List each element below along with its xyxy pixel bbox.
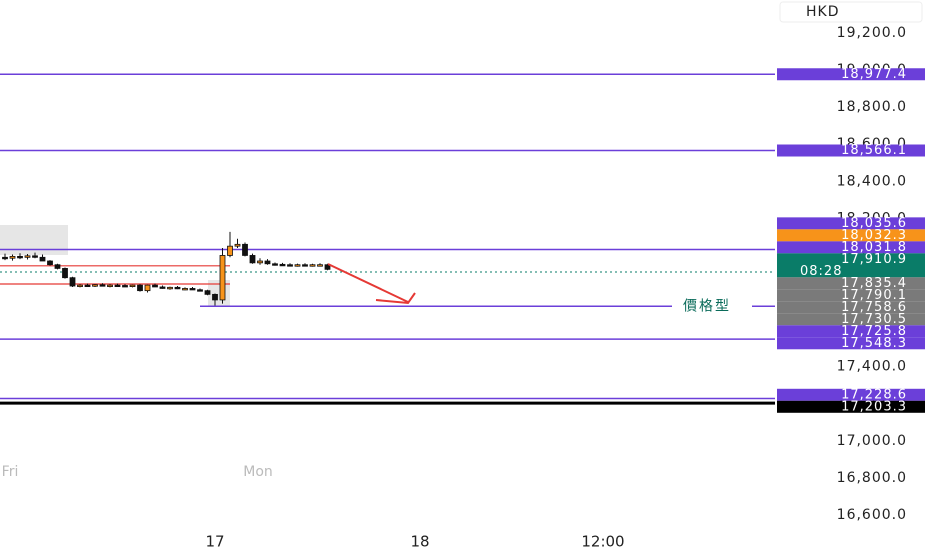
candle-body	[84, 284, 91, 288]
candle-body	[309, 264, 316, 267]
date-label: 17	[205, 533, 224, 550]
candle-body	[249, 255, 256, 264]
candle-body	[189, 288, 196, 291]
candle-body	[324, 264, 331, 270]
y-tick-label: 17,000.0	[837, 433, 907, 449]
candle-body	[107, 284, 113, 288]
time-label: Mon	[243, 464, 273, 480]
price-badge	[777, 277, 925, 290]
price-label: 18,035.6	[841, 216, 907, 231]
candle-body	[152, 284, 158, 288]
price-label: 17,548.3	[841, 336, 907, 351]
price-badge	[777, 388, 925, 401]
price-label: 18,032.3	[841, 228, 907, 243]
price-badge	[777, 289, 925, 302]
current-time-label: 08:28	[800, 264, 842, 279]
date-label: 12:00	[581, 533, 624, 550]
y-tick-label: 17,400.0	[837, 359, 907, 375]
candle-body	[77, 284, 83, 288]
candle-body	[17, 255, 23, 259]
candle-body	[9, 255, 16, 259]
price-label: 17,790.1	[841, 288, 907, 303]
candle-body	[122, 285, 128, 288]
candle-body	[99, 284, 106, 287]
candle-body	[227, 245, 233, 256]
price-label: 17,730.5	[841, 312, 907, 327]
candle-body	[2, 256, 8, 260]
price-label: 18,031.8	[841, 240, 907, 255]
price-label: 18,977.4	[841, 67, 907, 82]
highlight-box	[0, 225, 68, 255]
currency: HKD	[806, 4, 840, 20]
candle-body	[317, 264, 323, 267]
price-label: 17,725.8	[841, 324, 907, 339]
price-badge	[777, 144, 925, 157]
candle-body	[204, 290, 211, 295]
candle-body	[54, 264, 61, 269]
price-badge	[777, 68, 925, 81]
y-tick-label: 16,600.0	[837, 507, 907, 523]
price-badge	[777, 241, 925, 254]
time-label: Fri	[2, 464, 19, 480]
price-label: 18,566.1	[841, 143, 907, 158]
candle-body	[62, 268, 68, 279]
candle-body	[302, 264, 308, 267]
price-note: 價格型	[683, 297, 731, 314]
candle-body	[272, 263, 278, 266]
candle-body	[294, 264, 301, 267]
y-tick-label: 19,200.0	[837, 25, 907, 41]
arrow	[327, 263, 416, 305]
price-label: 17,203.3	[841, 399, 907, 414]
price-label: 17,835.4	[841, 276, 907, 291]
candle-body	[47, 260, 53, 266]
candle-body	[69, 277, 76, 287]
candle-body	[174, 286, 181, 290]
candle-body	[219, 255, 226, 301]
price-label: 17,758.6	[841, 300, 907, 315]
date-label: 18	[410, 533, 429, 550]
price-badge	[777, 253, 925, 278]
candle-body	[159, 286, 166, 289]
y-tick-label: 18,400.0	[837, 173, 907, 189]
currency-box	[779, 1, 923, 23]
candle-body	[114, 284, 121, 288]
price-badge	[777, 229, 925, 242]
candle-body	[257, 260, 263, 264]
price-badge	[777, 217, 925, 230]
candle-body	[242, 243, 248, 256]
price-badge	[777, 325, 925, 338]
price-badge	[777, 400, 925, 413]
candle-body	[182, 288, 188, 291]
candle-body	[137, 284, 143, 292]
candle-body	[167, 286, 173, 290]
candle-body	[287, 264, 293, 267]
candle-body	[264, 260, 271, 265]
candle-body	[24, 255, 31, 258]
price-badge	[777, 313, 925, 326]
y-tick-label: 16,800.0	[837, 470, 907, 486]
candle-body	[212, 293, 218, 301]
y-tick-label: 18,800.0	[837, 99, 907, 115]
candle-body	[197, 289, 203, 292]
current-price-label: 17,910.9	[841, 252, 907, 267]
candle-body	[279, 263, 286, 267]
candle-body	[129, 284, 136, 288]
candle-body	[144, 284, 151, 292]
candle-body	[92, 284, 98, 287]
price-badge	[777, 301, 925, 314]
price-label: 17,228.6	[841, 387, 907, 402]
candle-body	[32, 255, 38, 258]
candle-body	[39, 256, 46, 262]
price-badge	[777, 337, 925, 350]
candle-body	[234, 243, 241, 247]
